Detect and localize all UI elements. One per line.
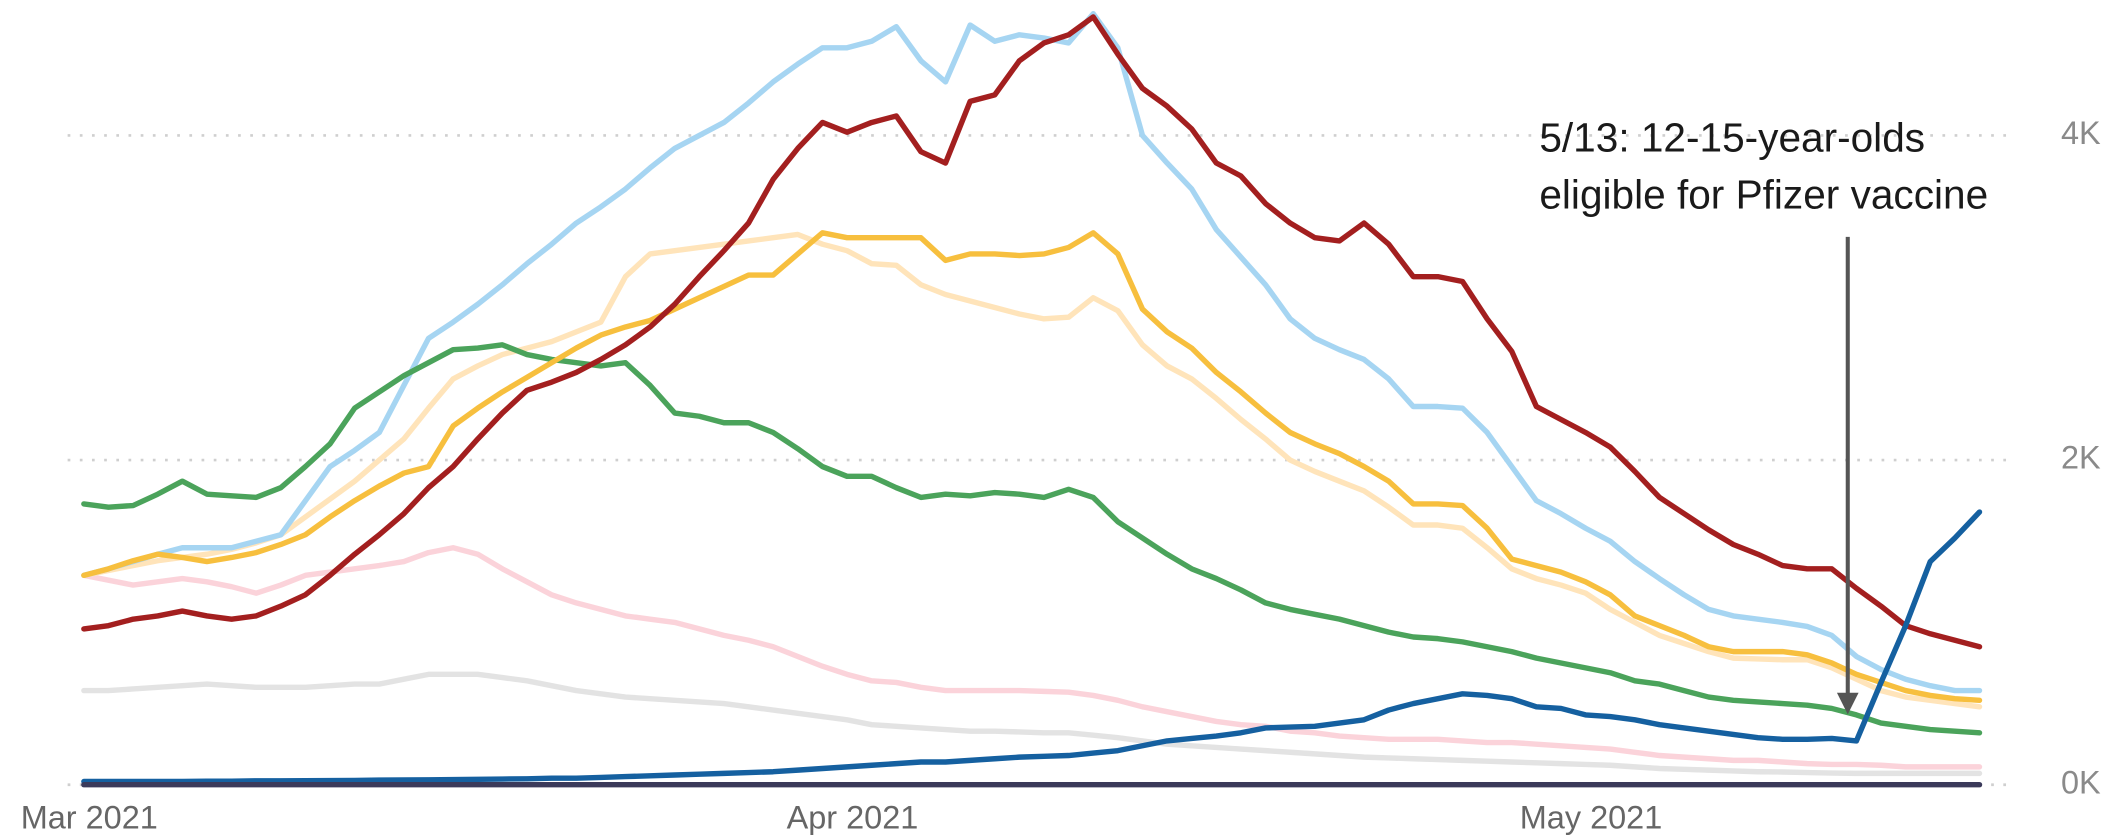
series-line (81, 545, 1983, 770)
grid (67, 134, 2016, 787)
annotation: 5/13: 12-15-year-olds (1539, 115, 1925, 161)
y-tick-label: 4K (2061, 115, 2101, 151)
series-line (81, 14, 1983, 650)
x-tick-label: May 2021 (1520, 799, 1663, 835)
annotation-arrowhead (1836, 692, 1859, 715)
series-line (81, 671, 1983, 777)
series-line (81, 230, 1983, 704)
lines (81, 10, 1983, 788)
series-line (81, 342, 1983, 736)
x-tick-label: Apr 2021 (787, 799, 919, 835)
series-line (81, 231, 1983, 710)
series-line (81, 10, 1983, 694)
series-line (81, 509, 1983, 785)
annotation: eligible for Pfizer vaccine (1539, 171, 1988, 217)
y-tick-label: 2K (2061, 440, 2101, 476)
x-tick-label: Mar 2021 (21, 799, 158, 835)
y-tick-label: 0K (2061, 764, 2101, 800)
